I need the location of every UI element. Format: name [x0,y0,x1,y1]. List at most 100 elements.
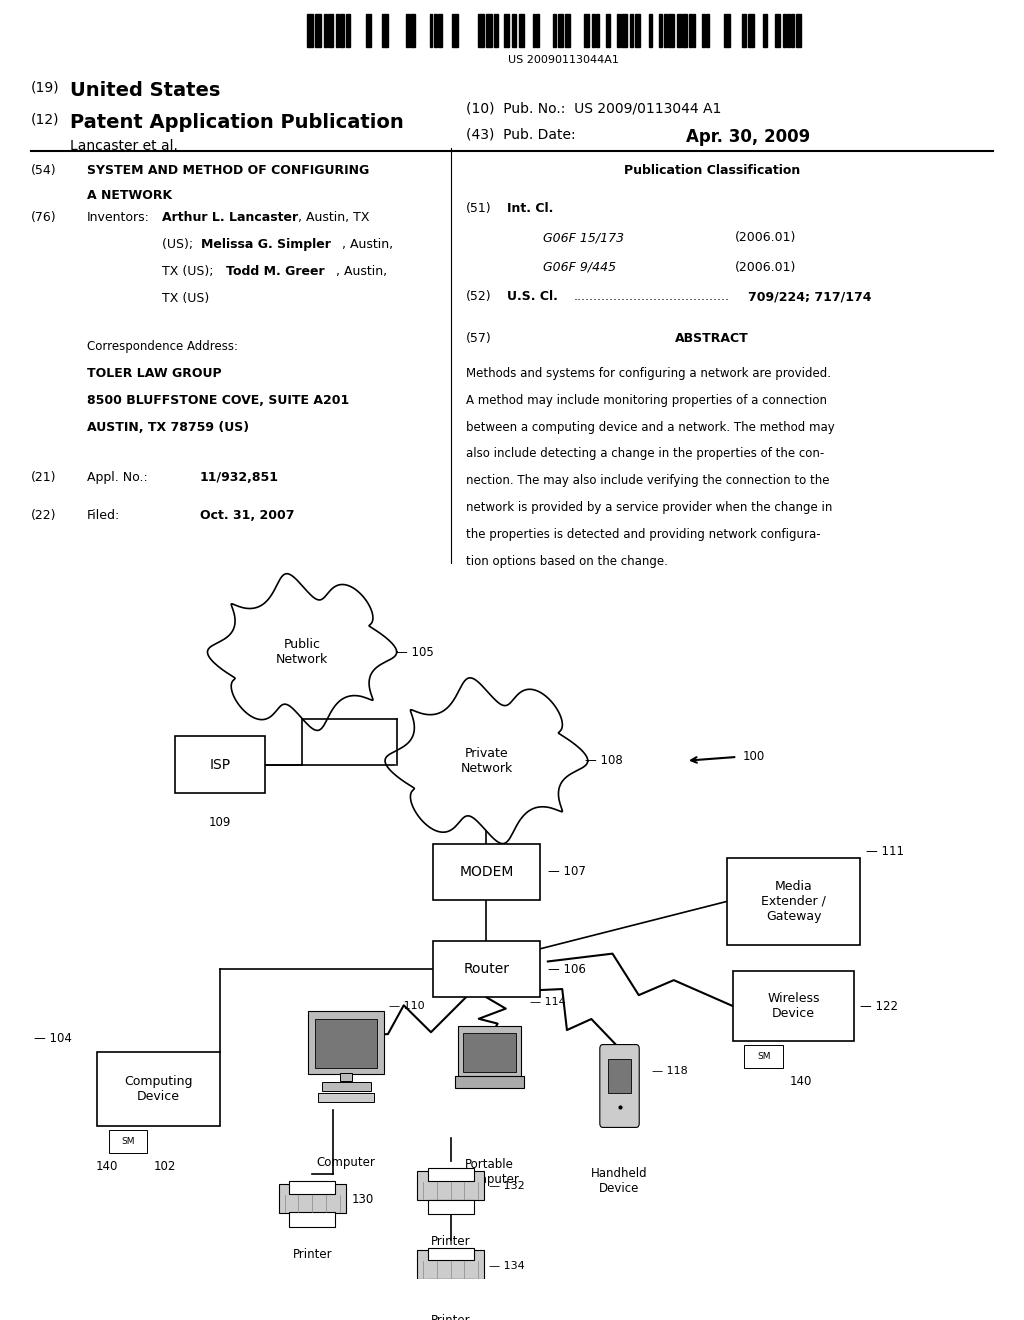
Text: TOLER LAW GROUP: TOLER LAW GROUP [87,367,221,380]
Text: G06F 9/445: G06F 9/445 [543,261,615,273]
Text: , Austin,: , Austin, [336,264,387,277]
Text: SM: SM [121,1138,135,1146]
Text: 100: 100 [742,750,765,763]
Text: Printer: Printer [431,1315,470,1320]
Text: 8500 BLUFFSTONE COVE, SUITE A201: 8500 BLUFFSTONE COVE, SUITE A201 [87,393,349,407]
Text: Media
Extender /
Gateway: Media Extender / Gateway [761,880,826,923]
Text: (21): (21) [31,470,56,483]
Bar [553,15,556,48]
Bar [382,15,388,48]
Bar [792,15,795,48]
Text: (10)  Pub. No.:  US 2009/0113044 A1: (10) Pub. No.: US 2009/0113044 A1 [466,102,721,115]
FancyBboxPatch shape [428,1279,473,1294]
FancyBboxPatch shape [463,1032,516,1072]
FancyBboxPatch shape [428,1247,473,1261]
FancyBboxPatch shape [109,1130,147,1154]
Text: Oct. 31, 2007: Oct. 31, 2007 [200,508,294,521]
Text: , Austin,: , Austin, [342,238,393,251]
Text: — 114: — 114 [530,998,566,1007]
Text: — 111: — 111 [866,845,904,858]
Text: Patent Application Publication: Patent Application Publication [70,112,403,132]
Text: A NETWORK: A NETWORK [87,189,172,202]
FancyBboxPatch shape [308,1011,384,1074]
Text: Melissa G. Simpler: Melissa G. Simpler [201,238,331,251]
FancyBboxPatch shape [318,1093,374,1102]
Bar [505,15,509,48]
Bar [433,15,436,48]
Text: — 104: — 104 [34,1032,72,1044]
Bar [478,15,483,48]
Text: Lancaster et al.: Lancaster et al. [70,140,177,153]
Text: G06F 15/173: G06F 15/173 [543,231,624,244]
FancyBboxPatch shape [455,1076,524,1088]
Bar [519,15,523,48]
Text: ABSTRACT: ABSTRACT [675,333,749,346]
Text: Private
Network: Private Network [460,747,513,775]
Bar [345,15,350,48]
Bar [606,15,609,48]
Bar [452,15,458,48]
Text: US 20090113044A1: US 20090113044A1 [508,55,618,65]
Text: — 134: — 134 [489,1261,525,1271]
Text: (51): (51) [466,202,492,215]
Text: (2006.01): (2006.01) [735,261,797,273]
Text: Portable
Computer: Portable Computer [460,1159,519,1187]
Bar [406,15,409,48]
Text: TX (US): TX (US) [162,292,209,305]
Text: Printer: Printer [431,1236,470,1249]
Bar [328,15,333,48]
Bar [307,15,312,48]
Bar [584,15,589,48]
Bar [682,15,687,48]
Bar [689,15,692,48]
FancyBboxPatch shape [97,1052,220,1126]
Text: ISP: ISP [210,758,230,772]
Bar [558,15,562,48]
Polygon shape [208,574,396,730]
Bar [486,15,492,48]
Bar [324,15,327,48]
Bar [411,15,416,48]
Bar [677,15,681,48]
Text: nection. The may also include verifying the connection to the: nection. The may also include verifying … [466,474,829,487]
Text: .......................................: ....................................... [573,290,729,304]
FancyBboxPatch shape [600,1044,639,1127]
Text: (57): (57) [466,333,492,346]
Text: (76): (76) [31,211,56,224]
FancyBboxPatch shape [417,1250,484,1279]
FancyBboxPatch shape [744,1045,783,1068]
Text: 102: 102 [154,1160,176,1172]
Bar [512,15,516,48]
FancyBboxPatch shape [322,1082,371,1090]
Bar [783,15,785,48]
Bar [315,15,322,48]
Text: United States: United States [70,81,220,99]
Text: also include detecting a change in the properties of the con-: also include detecting a change in the p… [466,447,824,461]
Bar [532,15,535,48]
Text: TX (US);: TX (US); [162,264,217,277]
FancyBboxPatch shape [315,1019,377,1068]
Text: — 132: — 132 [489,1181,525,1192]
Text: Router: Router [464,962,509,975]
Text: between a computing device and a network. The method may: between a computing device and a network… [466,421,835,434]
Bar [621,15,627,48]
Text: 140: 140 [790,1074,812,1088]
Text: (12): (12) [31,112,59,127]
Bar [665,15,667,48]
Bar [336,15,339,48]
Bar [630,15,633,48]
Text: — 107: — 107 [549,866,586,879]
Text: Filed:: Filed: [87,508,120,521]
Text: network is provided by a service provider when the change in: network is provided by a service provide… [466,502,833,515]
Text: — 105: — 105 [396,645,434,659]
Bar [741,15,745,48]
Text: — 118: — 118 [652,1067,688,1076]
FancyBboxPatch shape [417,1171,484,1200]
Bar [537,15,540,48]
Text: SM: SM [757,1052,771,1061]
FancyBboxPatch shape [428,1200,473,1214]
FancyBboxPatch shape [289,1181,335,1193]
Bar [701,15,705,48]
Text: Public
Network: Public Network [275,638,329,667]
FancyBboxPatch shape [340,1073,352,1081]
